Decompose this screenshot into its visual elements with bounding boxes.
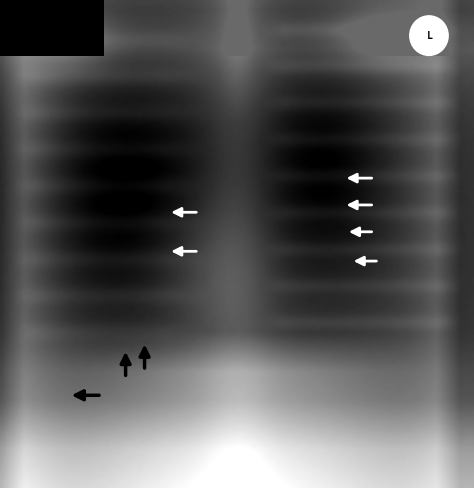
- Circle shape: [409, 15, 449, 56]
- Text: L: L: [427, 31, 433, 41]
